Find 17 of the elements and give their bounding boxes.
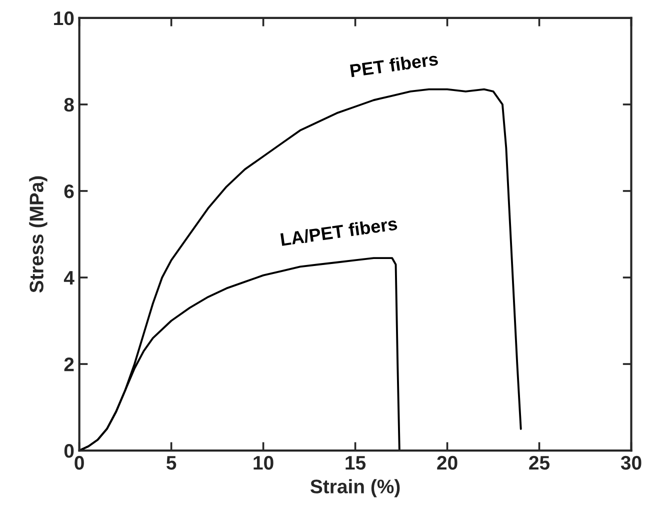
y-tick-label: 6	[64, 184, 74, 198]
x-tick-label: 30	[620, 456, 642, 470]
x-axis-title: Strain (%)	[310, 479, 400, 498]
y-tick-label: 2	[64, 358, 74, 372]
y-axis-title: Stress (MPa)	[29, 176, 48, 293]
x-tick-label: 5	[166, 456, 176, 470]
x-tick-label: 15	[346, 456, 366, 470]
y-tick-label: 8	[64, 98, 74, 112]
x-tick-label: 10	[254, 456, 274, 470]
x-tick-label: 20	[437, 456, 458, 470]
y-tick-label: 10	[54, 11, 74, 26]
y-tick-label: 4	[64, 271, 74, 285]
y-tick-label: 0	[64, 444, 74, 458]
x-tick-label: 25	[529, 456, 550, 470]
x-tick-label: 0	[74, 456, 84, 470]
text: PET fibers	[350, 52, 438, 78]
text: LA/PET fibers	[280, 216, 398, 246]
